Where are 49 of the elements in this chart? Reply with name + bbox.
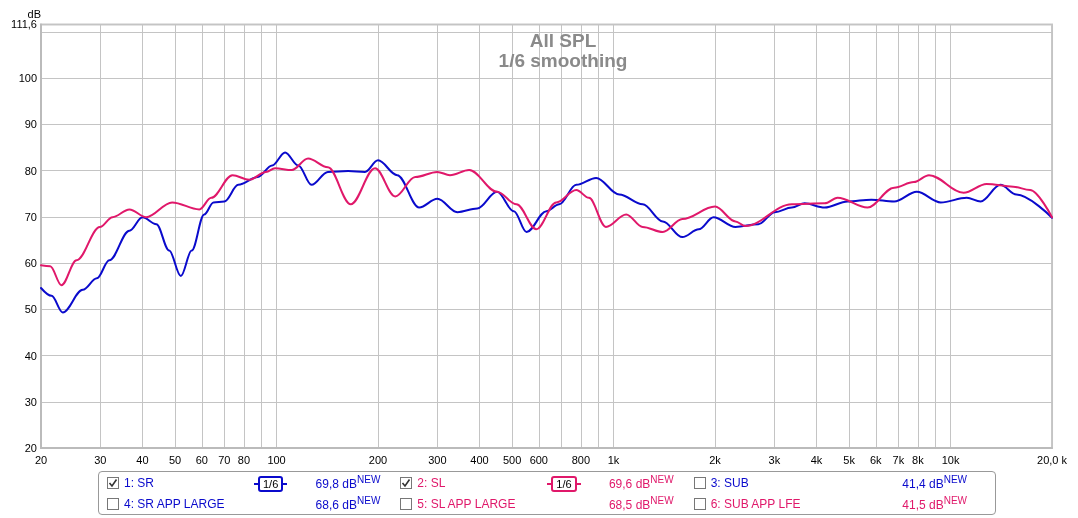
- x-tick-label: 100: [267, 453, 286, 466]
- x-tick-label: 400: [470, 453, 489, 466]
- y-tick-label: 60: [24, 257, 37, 270]
- text: 69,8 dB$^{NEW}$: [315, 474, 381, 491]
- text: 69,6 dB$^{NEW}$: [608, 474, 674, 491]
- chart-title: All SPL: [529, 30, 597, 51]
- y-tick-label: 90: [24, 118, 37, 131]
- y-tick-label: 40: [24, 349, 37, 362]
- text: 2: SL: [417, 475, 447, 490]
- x-tick-label: 10k: [941, 453, 960, 466]
- x-tick-label: 40: [136, 453, 149, 466]
- x-tick-label: 3k: [768, 453, 781, 466]
- x-tick-label: 20,0 k: [1037, 453, 1068, 466]
- text: 6: SUB APP LFE: [710, 496, 802, 511]
- x-tick-label: 5k: [843, 453, 856, 466]
- x-tick-label: 60: [195, 453, 208, 466]
- x-tick-label: 70: [218, 453, 231, 466]
- text: 41,4 dB$^{NEW}$: [902, 474, 967, 491]
- y-tick-label: 30: [24, 395, 37, 408]
- x-tick-label: 7k: [892, 453, 905, 466]
- x-tick-label: 200: [368, 453, 388, 466]
- text: 3: SUB: [710, 475, 750, 490]
- text: 4: SR APP LARGE: [124, 496, 226, 511]
- x-tick-label: 500: [502, 453, 522, 466]
- text: 5: SL APP LARGE: [417, 496, 517, 511]
- text: 1/6 smoothing: [498, 50, 628, 71]
- y-tick-label: 80: [24, 164, 37, 177]
- y-tick-label: 111,6: [11, 18, 37, 31]
- y-tick-label: 20: [24, 442, 37, 454]
- x-tick-label: 6k: [869, 453, 883, 466]
- x-tick-label: 8k: [912, 453, 925, 466]
- x-tick-label: 20: [34, 453, 48, 466]
- text: 68,5 dB$^{NEW}$: [608, 495, 674, 512]
- y-tick-label: 50: [24, 303, 37, 316]
- x-tick-label: 50: [168, 453, 182, 466]
- x-tick-label: 2k: [709, 453, 722, 466]
- x-tick-label: 1k: [607, 453, 620, 466]
- x-tick-label: 80: [237, 453, 251, 466]
- text: 41,5 dB$^{NEW}$: [902, 495, 967, 512]
- x-tick-label: 30: [94, 453, 107, 466]
- y-tick-label: 70: [24, 210, 37, 223]
- y-axis-title: dB: [27, 7, 41, 20]
- y-tick-label: 100: [18, 72, 37, 85]
- x-tick-label: 4k: [810, 453, 823, 466]
- text: 68,6 dB$^{NEW}$: [315, 495, 381, 512]
- x-tick-label: 800: [571, 453, 591, 466]
- x-tick-label: 600: [529, 453, 548, 466]
- x-tick-label: 300: [428, 453, 447, 466]
- text: 1: SR: [124, 475, 155, 490]
